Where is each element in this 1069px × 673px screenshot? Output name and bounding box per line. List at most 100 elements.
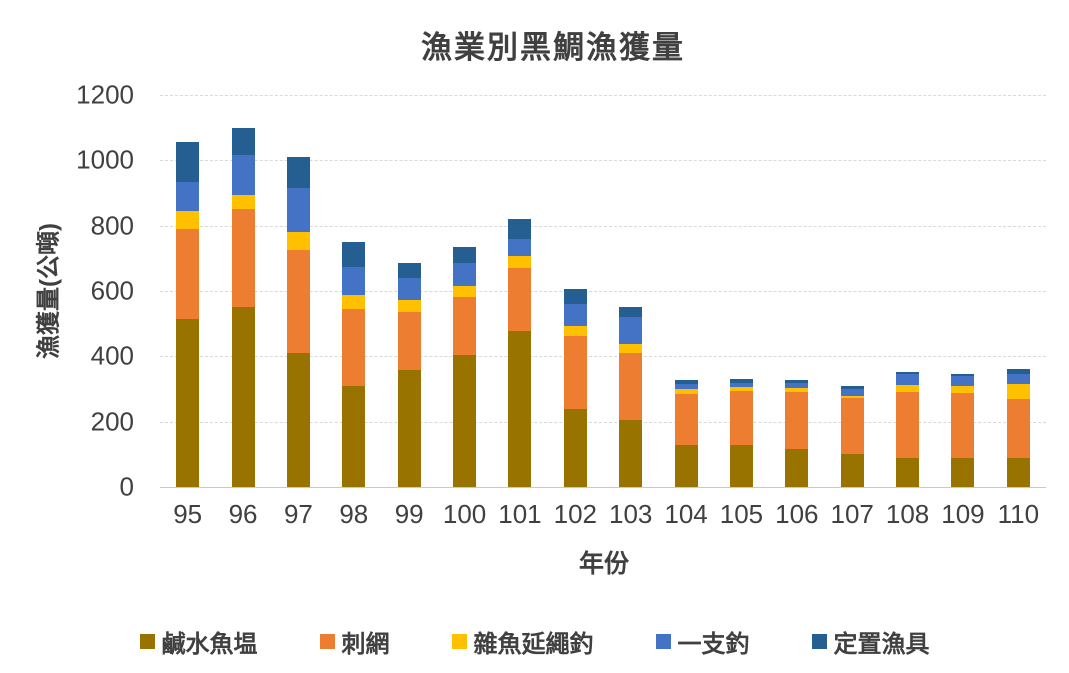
bar-segment-雜魚延繩釣 — [508, 256, 532, 268]
bar-segment-雜魚延繩釣 — [286, 232, 310, 251]
y-tick-label-800: 800 — [90, 210, 134, 241]
bar-segment-刺網 — [231, 209, 255, 308]
legend-swatch-鹹水魚塭 — [139, 633, 155, 649]
bar-year-103 — [619, 306, 643, 487]
bar-year-106 — [785, 379, 809, 487]
bar-segment-一支釣 — [785, 383, 809, 389]
x-tick-label-100: 100 — [442, 499, 487, 529]
bar-segment-鹹水魚塭 — [176, 318, 200, 487]
legend-label-雜魚延繩釣: 雜魚延繩釣 — [473, 630, 594, 658]
y-tick-labels: 0 200 400 600 800 1000 1200 — [0, 80, 134, 502]
bar-segment-一支釣 — [176, 181, 200, 211]
legend-item-一支釣: 一支釣 — [655, 624, 750, 659]
bar-year-108 — [896, 372, 920, 487]
legend-item-定置漁具: 定置漁具 — [811, 624, 930, 659]
legend-item-刺網: 刺網 — [319, 624, 390, 659]
bar-segment-鹹水魚塭 — [729, 444, 753, 487]
gridline-600 — [160, 291, 1046, 292]
bar-segment-雜魚延繩釣 — [563, 325, 587, 337]
x-tick-label-108: 108 — [885, 499, 930, 529]
bar-segment-定置漁具 — [176, 142, 200, 182]
bar-segment-定置漁具 — [896, 372, 920, 375]
bar-segment-刺網 — [397, 311, 421, 371]
bar-year-95 — [176, 142, 200, 487]
x-tick-label-104: 104 — [664, 499, 708, 529]
bar-segment-一支釣 — [840, 388, 864, 396]
gridline-1000 — [160, 160, 1046, 162]
x-tick-label-98: 98 — [339, 499, 369, 529]
bar-segment-刺網 — [951, 392, 975, 459]
bar-segment-一支釣 — [286, 188, 310, 233]
bar-segment-刺網 — [508, 267, 532, 331]
bar-segment-鹹水魚塭 — [453, 355, 477, 487]
bar-segment-雜魚延繩釣 — [453, 285, 477, 297]
bar-year-102 — [563, 289, 587, 487]
bar-segment-鹹水魚塭 — [951, 458, 975, 487]
y-tick-label-1000: 1000 — [76, 144, 134, 175]
legend-swatch-一支釣 — [655, 633, 671, 649]
bar-segment-雜魚延繩釣 — [896, 385, 920, 392]
gridline-200 — [160, 421, 1046, 423]
x-tick-label-95: 95 — [173, 499, 203, 529]
bar-year-104 — [674, 379, 698, 487]
bar-segment-刺網 — [453, 296, 477, 356]
bar-segment-雜魚延繩釣 — [674, 389, 698, 394]
legend: 鹹水魚塭 刺網 雜魚延繩釣 一支釣 定置漁具 — [0, 624, 1069, 658]
bar-segment-鹹水魚塭 — [508, 330, 532, 487]
legend-label-鹹水魚塭: 鹹水魚塭 — [161, 630, 258, 658]
bar-segment-鹹水魚塭 — [785, 449, 809, 487]
bar-segment-定置漁具 — [231, 127, 255, 156]
bar-segment-刺網 — [729, 391, 753, 445]
bar-segment-鹹水魚塭 — [840, 454, 864, 487]
legend-swatch-雜魚延繩釣 — [451, 633, 467, 649]
bar-year-107 — [840, 386, 864, 487]
bar-segment-刺網 — [785, 391, 809, 450]
x-tick-label-110: 110 — [997, 499, 1040, 529]
bar-segment-一支釣 — [508, 238, 532, 257]
bar-segment-雜魚延繩釣 — [729, 387, 753, 392]
bar-segment-刺網 — [840, 398, 864, 455]
bar-year-99 — [397, 262, 421, 487]
legend-item-雜魚延繩釣: 雜魚延繩釣 — [451, 624, 594, 659]
bar-segment-刺網 — [896, 391, 920, 458]
bar-year-98 — [342, 242, 366, 487]
x-tick-label-106: 106 — [775, 499, 819, 529]
gridline-1200 — [160, 95, 1046, 96]
bar-segment-雜魚延繩釣 — [1006, 384, 1030, 399]
bar-segment-鹹水魚塭 — [674, 445, 698, 487]
y-tick-label-1200: 1200 — [76, 79, 134, 110]
x-tick-label-109: 109 — [941, 499, 985, 529]
bar-segment-定置漁具 — [729, 378, 753, 383]
bar-year-100 — [453, 246, 477, 487]
bar-segment-鹹水魚塭 — [896, 457, 920, 487]
bar-segment-鹹水魚塭 — [1006, 458, 1030, 487]
legend-item-鹹水魚塭: 鹹水魚塭 — [139, 624, 258, 659]
x-tick-label-102: 102 — [553, 499, 598, 529]
bar-segment-雜魚延繩釣 — [231, 194, 255, 210]
bar-segment-一支釣 — [1006, 374, 1030, 385]
bar-segment-雜魚延繩釣 — [785, 388, 809, 392]
x-axis-line — [160, 487, 1046, 488]
x-tick-labels: 95 96 97 98 99 100 101 102 103 104 105 106 107 108 109… — [160, 499, 1046, 533]
x-tick-label-105: 105 — [719, 499, 764, 529]
bar-segment-定置漁具 — [397, 262, 421, 278]
bar-segment-雜魚延繩釣 — [951, 386, 975, 393]
x-tick-label-103: 103 — [608, 499, 653, 529]
bar-segment-一支釣 — [619, 316, 643, 344]
bar-segment-定置漁具 — [508, 219, 532, 239]
bar-year-101 — [508, 219, 532, 487]
bar-segment-一支釣 — [342, 266, 366, 296]
bar-segment-定置漁具 — [1006, 369, 1030, 375]
bar-segment-刺網 — [176, 228, 200, 319]
bar-segment-刺網 — [286, 250, 310, 354]
x-axis-title: 年份 — [578, 550, 630, 578]
x-tick-label-96: 96 — [228, 499, 258, 529]
bar-year-109 — [951, 374, 975, 487]
bar-segment-雜魚延繩釣 — [619, 343, 643, 354]
bar-year-110 — [1006, 369, 1030, 487]
bar-segment-定置漁具 — [785, 379, 809, 384]
bar-segment-鹹水魚塭 — [397, 370, 421, 487]
bar-segment-定置漁具 — [619, 306, 643, 317]
bar-segment-一支釣 — [896, 374, 920, 386]
